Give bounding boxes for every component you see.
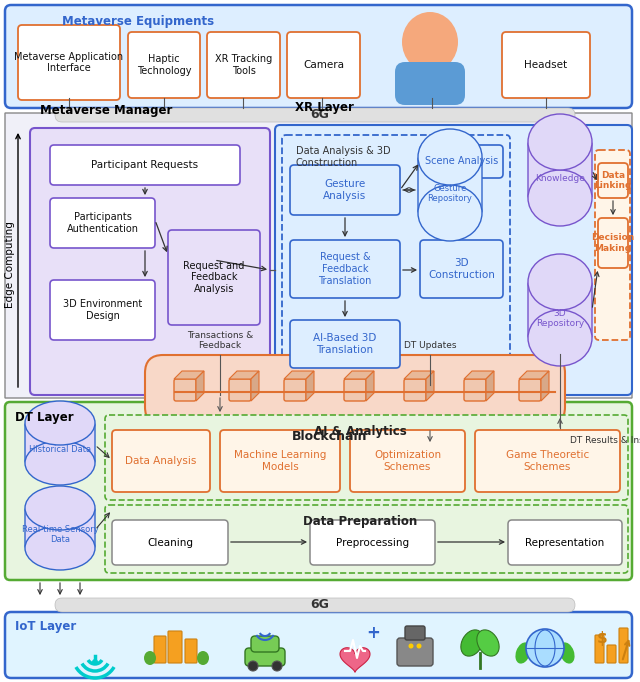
- Text: AI-Based 3D
Translation: AI-Based 3D Translation: [314, 333, 377, 355]
- FancyBboxPatch shape: [251, 636, 279, 652]
- Text: 6G: 6G: [310, 108, 330, 121]
- FancyBboxPatch shape: [404, 379, 426, 401]
- Text: 6G: 6G: [310, 599, 330, 612]
- Text: Metaverse Manager: Metaverse Manager: [40, 104, 172, 117]
- FancyBboxPatch shape: [128, 32, 200, 98]
- FancyBboxPatch shape: [207, 32, 280, 98]
- FancyBboxPatch shape: [5, 113, 632, 398]
- Ellipse shape: [25, 526, 95, 570]
- Text: XR Layer: XR Layer: [295, 101, 354, 114]
- Text: Camera: Camera: [303, 60, 344, 70]
- Ellipse shape: [144, 651, 156, 665]
- Polygon shape: [229, 371, 259, 379]
- FancyBboxPatch shape: [50, 280, 155, 340]
- Ellipse shape: [272, 661, 282, 671]
- FancyBboxPatch shape: [112, 430, 210, 492]
- FancyBboxPatch shape: [5, 402, 632, 580]
- FancyBboxPatch shape: [105, 415, 628, 500]
- FancyBboxPatch shape: [598, 163, 628, 198]
- Ellipse shape: [526, 629, 564, 667]
- FancyBboxPatch shape: [420, 145, 503, 178]
- FancyBboxPatch shape: [619, 628, 628, 663]
- Ellipse shape: [92, 659, 98, 665]
- Text: Metaverse Application
Interface: Metaverse Application Interface: [15, 52, 124, 73]
- Polygon shape: [404, 371, 434, 379]
- FancyBboxPatch shape: [595, 635, 604, 663]
- Text: Representation: Representation: [525, 537, 605, 548]
- FancyBboxPatch shape: [464, 379, 486, 401]
- Ellipse shape: [402, 12, 458, 72]
- Text: DT Updates: DT Updates: [404, 341, 456, 350]
- Polygon shape: [306, 371, 314, 401]
- Ellipse shape: [25, 441, 95, 485]
- FancyBboxPatch shape: [405, 626, 425, 640]
- Ellipse shape: [25, 401, 95, 445]
- FancyBboxPatch shape: [290, 240, 400, 298]
- Polygon shape: [174, 371, 204, 379]
- Polygon shape: [464, 371, 494, 379]
- FancyBboxPatch shape: [607, 645, 616, 663]
- Ellipse shape: [528, 310, 592, 366]
- FancyBboxPatch shape: [310, 520, 435, 565]
- FancyBboxPatch shape: [344, 379, 366, 401]
- FancyBboxPatch shape: [275, 125, 632, 395]
- FancyBboxPatch shape: [395, 62, 465, 105]
- Text: 3D Environment
Design: 3D Environment Design: [63, 299, 142, 321]
- FancyBboxPatch shape: [220, 430, 340, 492]
- Text: Game Theoretic
Schemes: Game Theoretic Schemes: [506, 450, 589, 472]
- Ellipse shape: [408, 644, 413, 649]
- Ellipse shape: [418, 129, 482, 185]
- FancyBboxPatch shape: [508, 520, 622, 565]
- FancyBboxPatch shape: [287, 32, 360, 98]
- FancyBboxPatch shape: [528, 282, 592, 338]
- Text: Request &
Feedback
Translation: Request & Feedback Translation: [318, 252, 372, 286]
- Ellipse shape: [461, 630, 483, 656]
- FancyBboxPatch shape: [290, 320, 400, 368]
- FancyBboxPatch shape: [350, 430, 465, 492]
- Ellipse shape: [528, 170, 592, 226]
- Text: IoT Layer: IoT Layer: [15, 620, 76, 633]
- Text: Preprocessing: Preprocessing: [336, 537, 409, 548]
- Text: Cleaning: Cleaning: [147, 537, 193, 548]
- Ellipse shape: [248, 661, 258, 671]
- FancyBboxPatch shape: [290, 165, 400, 215]
- FancyBboxPatch shape: [5, 612, 632, 678]
- Text: Headset: Headset: [524, 60, 568, 70]
- FancyBboxPatch shape: [50, 198, 155, 248]
- FancyBboxPatch shape: [168, 230, 260, 325]
- Text: Participant Requests: Participant Requests: [92, 160, 198, 170]
- Ellipse shape: [197, 651, 209, 665]
- FancyBboxPatch shape: [25, 508, 95, 548]
- FancyBboxPatch shape: [30, 128, 270, 395]
- Polygon shape: [426, 371, 434, 401]
- FancyBboxPatch shape: [475, 430, 620, 492]
- Polygon shape: [486, 371, 494, 401]
- FancyBboxPatch shape: [229, 379, 251, 401]
- FancyBboxPatch shape: [168, 631, 182, 663]
- Text: Gesture
Analysis: Gesture Analysis: [323, 179, 367, 201]
- Text: Data Preparation: Data Preparation: [303, 515, 417, 528]
- FancyBboxPatch shape: [154, 636, 166, 663]
- Ellipse shape: [418, 185, 482, 241]
- Ellipse shape: [528, 254, 592, 310]
- Text: Data Analysis: Data Analysis: [125, 456, 196, 466]
- Polygon shape: [366, 371, 374, 401]
- Text: Data
Linking: Data Linking: [595, 170, 632, 190]
- Ellipse shape: [417, 644, 422, 649]
- Ellipse shape: [559, 642, 575, 664]
- Text: Machine Learning
Models: Machine Learning Models: [234, 450, 326, 472]
- FancyBboxPatch shape: [519, 379, 541, 401]
- FancyBboxPatch shape: [418, 157, 482, 213]
- Text: Gesture
Repository: Gesture Repository: [428, 183, 472, 203]
- FancyBboxPatch shape: [185, 639, 197, 663]
- Text: $: $: [596, 630, 607, 645]
- Text: Historical Data: Historical Data: [29, 445, 91, 454]
- FancyBboxPatch shape: [420, 240, 503, 298]
- Polygon shape: [196, 371, 204, 401]
- Text: 3D
Repository: 3D Repository: [536, 309, 584, 328]
- Polygon shape: [541, 371, 549, 401]
- Text: Knowledge: Knowledge: [535, 174, 585, 183]
- Text: Optimization
Schemes: Optimization Schemes: [374, 450, 441, 472]
- Ellipse shape: [25, 486, 95, 530]
